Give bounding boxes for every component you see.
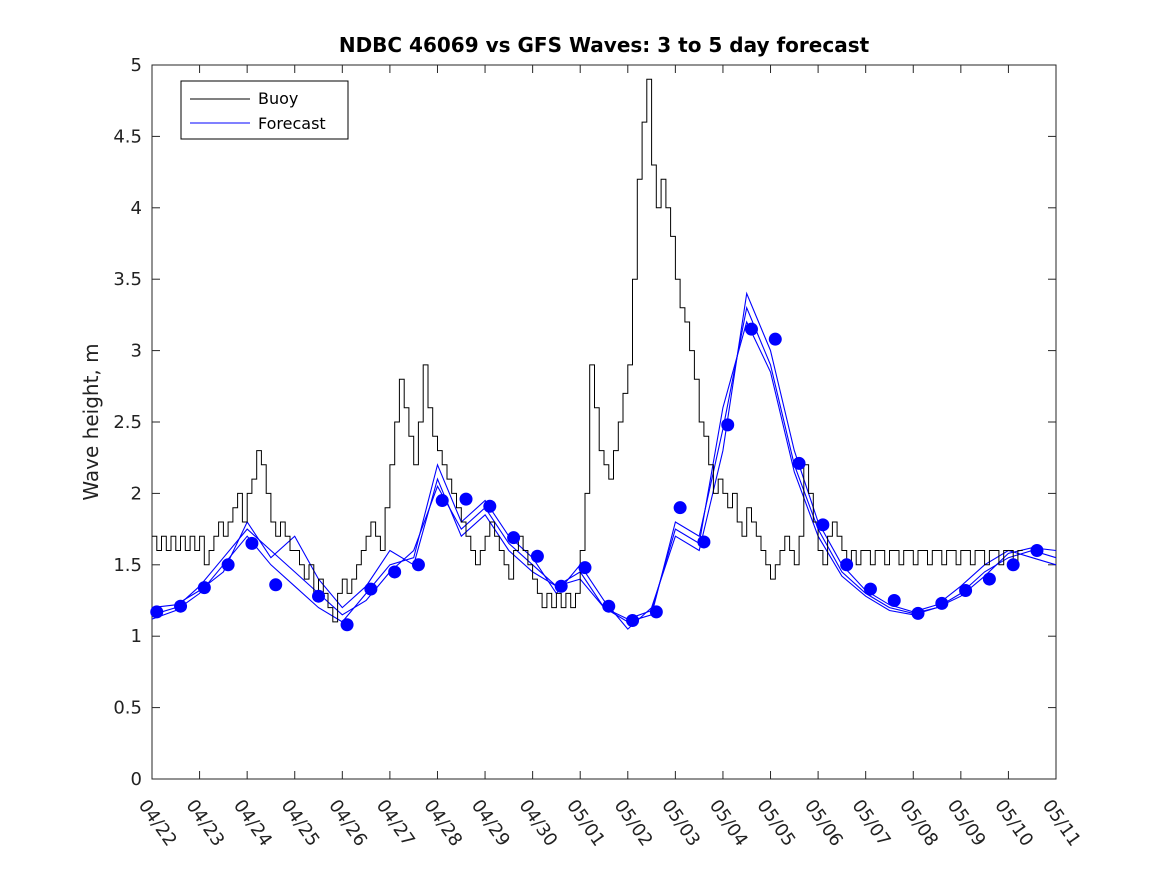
- x-tick-label: 04/27: [372, 796, 419, 851]
- forecast-point: [312, 589, 326, 603]
- forecast-point: [483, 499, 497, 513]
- y-tick-label: 5: [131, 55, 142, 76]
- x-tick-label: 04/22: [134, 796, 181, 851]
- x-tick-label: 05/10: [990, 796, 1037, 851]
- plot-frame: [151, 64, 1057, 780]
- y-tick-label: 1.5: [113, 555, 142, 576]
- forecast-point: [197, 581, 211, 595]
- x-tick-label: 04/29: [467, 796, 514, 851]
- forecast-point: [221, 558, 235, 572]
- x-tick-label: 05/04: [705, 796, 752, 851]
- forecast-point: [649, 605, 663, 619]
- x-tick-label: 05/08: [895, 796, 942, 851]
- x-tick-label: 05/05: [752, 796, 799, 851]
- forecast-point: [744, 322, 758, 336]
- forecast-point: [935, 596, 949, 610]
- forecast-point: [269, 578, 283, 592]
- x-tick-label: 05/09: [943, 796, 990, 851]
- forecast-point: [1030, 544, 1044, 558]
- y-tick-label: 3.5: [113, 269, 142, 290]
- forecast-point: [816, 518, 830, 532]
- forecast-point: [602, 599, 616, 613]
- forecast-point: [459, 492, 473, 506]
- forecast-point: [150, 605, 164, 619]
- x-tick-label: 05/06: [800, 796, 847, 851]
- forecast-point: [507, 531, 521, 545]
- y-tick-label: 0: [131, 769, 142, 790]
- x-tick-label: 04/25: [277, 796, 324, 851]
- x-tick-label: 05/01: [562, 796, 609, 851]
- forecast-point: [411, 558, 425, 572]
- forecast-point: [578, 561, 592, 575]
- forecast-point: [697, 535, 711, 549]
- x-tick-label: 05/03: [657, 796, 704, 851]
- legend-buoy-label: Buoy: [258, 89, 298, 108]
- forecast-point: [673, 501, 687, 515]
- buoy-line: [152, 78, 1023, 623]
- forecast-point: [554, 579, 568, 593]
- forecast-point: [174, 599, 188, 613]
- forecast-point: [721, 418, 735, 432]
- y-tick-label: 2.5: [113, 412, 142, 433]
- chart-title: NDBC 46069 vs GFS Waves: 3 to 5 day fore…: [339, 33, 870, 57]
- forecast-point: [1006, 558, 1020, 572]
- x-tick-label: 05/02: [610, 796, 657, 851]
- forecast-point: [768, 332, 782, 346]
- x-tick-label: 04/30: [515, 796, 562, 851]
- y-tick-label: 4: [131, 198, 142, 219]
- y-tick-label: 0.5: [113, 698, 142, 719]
- forecast-point: [863, 582, 877, 596]
- forecast-point: [792, 456, 806, 470]
- forecast-point: [959, 584, 973, 598]
- forecast-point: [340, 618, 354, 632]
- x-tick-label: 04/24: [229, 796, 276, 851]
- y-tick-label: 3: [131, 341, 142, 362]
- y-tick-label: 4.5: [113, 126, 142, 147]
- forecast-point: [245, 536, 259, 550]
- legend-box: [180, 80, 349, 140]
- x-tick-label: 05/11: [1038, 796, 1085, 851]
- legend: Buoy Forecast: [180, 80, 349, 140]
- forecast-line-1: [151, 291, 1057, 630]
- forecast-point: [982, 572, 996, 586]
- x-tick-label: 04/28: [419, 796, 466, 851]
- y-axis-label: Wave height, m: [79, 343, 103, 500]
- y-tick-label: 2: [131, 483, 142, 504]
- legend-forecast-label: Forecast: [258, 114, 326, 133]
- forecast-point: [530, 549, 544, 563]
- forecast-point: [626, 613, 640, 627]
- forecast-point: [364, 582, 378, 596]
- forecast-point: [887, 594, 901, 607]
- x-tick-label: 04/26: [324, 796, 371, 851]
- y-tick-label: 1: [131, 626, 142, 647]
- x-tick-label: 04/23: [181, 796, 228, 851]
- forecast-point: [388, 565, 402, 579]
- forecast-point: [840, 558, 854, 572]
- x-tick-label: 05/07: [848, 796, 895, 851]
- forecast-point: [911, 606, 925, 620]
- forecast-point: [435, 494, 449, 508]
